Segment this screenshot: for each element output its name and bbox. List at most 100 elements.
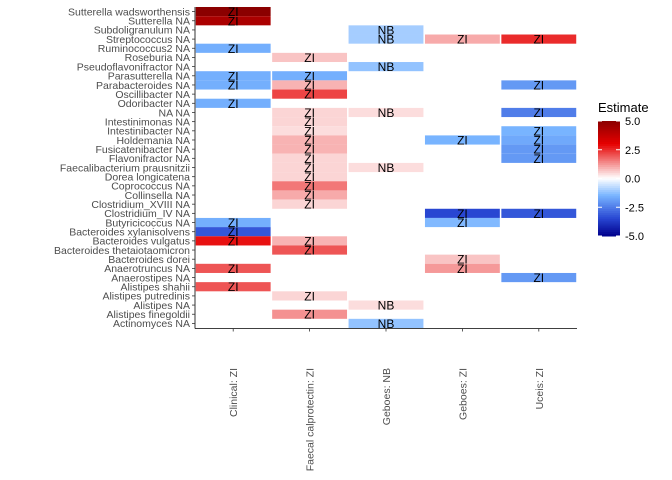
heatmap-cell-label: NB [378, 23, 395, 37]
y-tick-label: Oscillibacter NA [115, 89, 190, 101]
legend-gradient-step [598, 182, 620, 185]
heatmap-cell-label: ZI [304, 170, 315, 184]
legend-tick-label: 2.5 [625, 145, 640, 157]
legend-gradient-step [598, 180, 620, 183]
heatmap-tile-fusicatenibacter-na-faecal-calprotectin-zi [272, 144, 348, 154]
legend-title: Estimate [598, 100, 649, 115]
y-tick-label: Subdoligranulum NA [94, 25, 190, 37]
heatmap-tile-sutterella-wadsworthensis-clinical-zi [195, 7, 271, 17]
legend-tick-label: -2.5 [625, 202, 644, 214]
heatmap-tile-intestinibacter-na-uceis-zi [501, 126, 577, 136]
legend-gradient-step [598, 205, 620, 208]
heatmap-cell-label: ZI [304, 161, 315, 175]
legend-gradient-step [598, 176, 620, 179]
heatmap-tile-holdemania-na-geboes-zi [424, 135, 500, 145]
heatmap-tile-na-na-uceis-zi [501, 107, 577, 118]
y-tick-label: Parasutterella NA [108, 71, 190, 83]
legend-gradient-step [598, 211, 620, 214]
heatmap-tile-anaerotruncus-na-clinical-zi [195, 263, 271, 273]
heatmap-cell-label: ZI [228, 225, 239, 239]
legend-gradient-step [598, 132, 620, 135]
legend-gradient-step [598, 159, 620, 162]
legend-gradient-step [598, 226, 620, 229]
legend-gradient-step [598, 214, 620, 218]
y-tick-label: Flavonifractor NA [109, 153, 190, 165]
legend-gradient-step [598, 121, 620, 124]
legend-gradient-step [598, 140, 620, 143]
legend-gradient-step [598, 234, 620, 237]
heatmap-tile-parabacteroides-na-faecal-calprotectin-zi [272, 80, 348, 90]
heatmap-cell-label: ZI [228, 234, 239, 248]
legend-gradient-step [598, 191, 620, 195]
legend-gradient-step [598, 155, 620, 158]
y-tick-label: Clostridium_XVIII NA [91, 199, 190, 211]
heatmap-tile-ruminococcus2-na-clinical-zi [195, 43, 271, 53]
y-tick-label: NA NA [158, 107, 190, 119]
x-tick-label: Clinical: ZI [228, 368, 240, 417]
legend-gradient-step [598, 213, 620, 216]
legend-tick-label: 5.0 [625, 116, 640, 128]
y-tick-label: Coprococcus NA [111, 181, 190, 193]
heatmap-tile-clostridium-iv-na-uceis-zi [501, 208, 577, 218]
heatmap-cell-label: NB [378, 317, 395, 331]
legend-gradient-step [598, 149, 620, 153]
legend-gradient-step [598, 218, 620, 222]
legend-gradient-step [598, 165, 620, 168]
y-tick-label: Intestinimonas NA [105, 116, 190, 128]
y-tick-label: Sutterella NA [128, 16, 190, 28]
y-tick-label: Dorea longicatena [105, 171, 190, 183]
y-tick-label: Bacteroides vulgatus [93, 236, 190, 248]
x-tick-label: Faecal calprotectin: ZI [305, 368, 317, 471]
heatmap-cell-label: ZI [304, 189, 315, 203]
heatmap-cell-label: NB [378, 106, 395, 120]
legend-gradient-step [598, 142, 620, 145]
heatmap-cell-label: ZI [228, 5, 239, 19]
heatmap-tile-parasutterella-na-faecal-calprotectin-zi [272, 71, 348, 81]
heatmap-tile-clostridium-xviii-na-faecal-calprotectin-zi [272, 199, 348, 209]
heatmap-cell-label: ZI [304, 124, 315, 138]
legend-gradient-step [598, 126, 620, 130]
legend-gradient-step [598, 178, 620, 181]
legend-gradient-step [598, 224, 620, 227]
x-tick-label: Geboes: ZI [457, 368, 469, 420]
legend-gradient-step [598, 184, 620, 187]
y-tick-label: Faecalibacterium prausnitzii [60, 162, 190, 174]
heatmap-cell-label: ZI [533, 152, 544, 166]
heatmap-cell-label: ZI [228, 78, 239, 92]
heatmap-cell-label: ZI [533, 143, 544, 157]
heatmap-tile-parabacteroides-na-uceis-zi [501, 80, 577, 90]
heatmap-tile-bacteroides-thetaiotaomicron-faecal-calprotectin-zi [272, 245, 348, 255]
legend-gradient-step [598, 145, 620, 149]
heatmap-cell-label: ZI [304, 115, 315, 129]
heatmap-tile-actinomyces-na-geboes-nb [348, 318, 424, 328]
heatmap-cell-label: ZI [228, 14, 239, 28]
y-tick-label: Collinsella NA [125, 190, 190, 202]
legend-gradient-step [598, 199, 620, 202]
legend-gradient-step [598, 130, 620, 133]
heatmap-tile-bacteroides-dorei-geboes-zi [424, 254, 500, 264]
legend-gradient-step [598, 147, 620, 151]
heatmap-cell-label: ZI [533, 133, 544, 147]
y-tick-label: Streptococcus NA [106, 34, 190, 46]
x-tick-label: Geboes: NB [381, 368, 393, 425]
legend-gradient-step [598, 195, 620, 199]
y-tick-label: Clostridium_IV NA [104, 208, 190, 220]
legend-gradient-step [598, 163, 620, 166]
y-tick-label: Fusicatenibacter NA [95, 144, 190, 156]
legend-gradient-step [598, 222, 620, 225]
legend-gradient-step [598, 216, 620, 220]
heatmap-tile-flavonifractor-na-uceis-zi [501, 153, 577, 163]
y-tick-label: Alistipes putredinis [102, 291, 190, 303]
heatmap-cell-label: ZI [304, 179, 315, 193]
heatmap-cell-label: ZI [457, 33, 468, 47]
legend-gradient-step [598, 161, 620, 164]
y-tick-label: Anaerotruncus NA [104, 263, 190, 275]
legend-gradient-step [598, 232, 620, 235]
legend-tick-label: -5.0 [625, 231, 644, 243]
heatmap-cell-label: ZI [228, 69, 239, 83]
heatmap-tiles [195, 7, 577, 328]
heatmap-cell-label: ZI [533, 33, 544, 47]
heatmap-tile-intestinimonas-na-faecal-calprotectin-zi [272, 117, 348, 127]
